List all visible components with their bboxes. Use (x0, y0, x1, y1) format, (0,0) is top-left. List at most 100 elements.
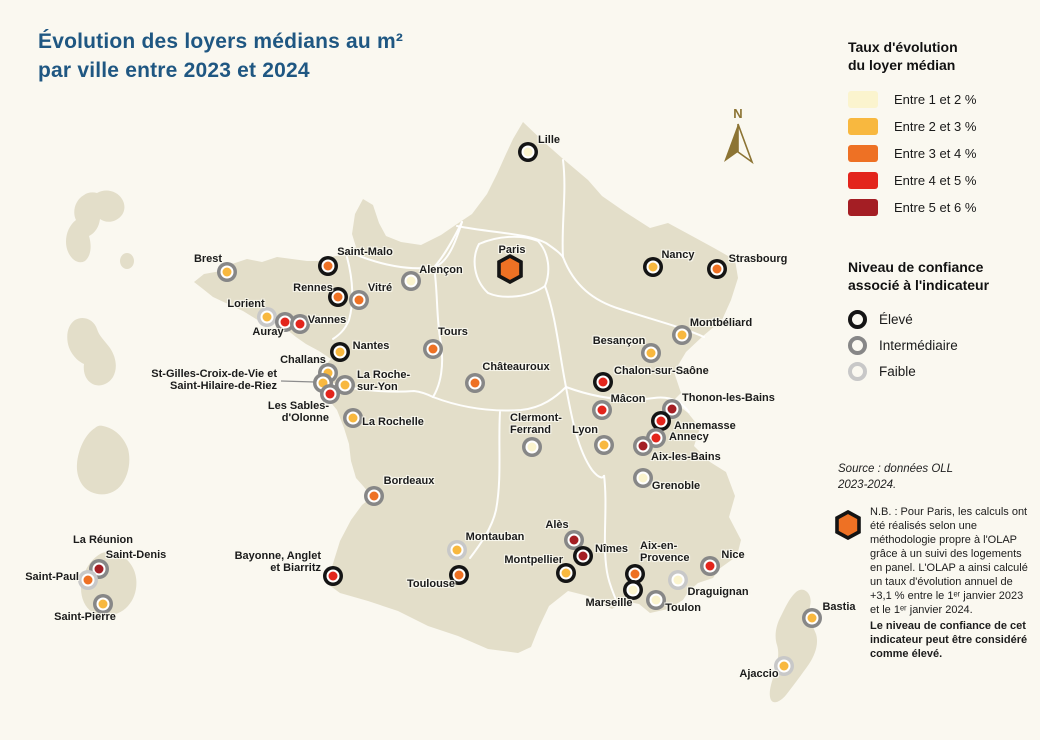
rate-label: Entre 2 et 3 % (894, 119, 977, 135)
guyane-shape (76, 425, 130, 495)
city-marker-st-gilles-croix-de-vie-et-saint-hilaire-de-riez (318, 378, 328, 388)
city-label-rennes: Rennes (293, 282, 333, 294)
title-line2: par ville entre 2023 et 2024 (38, 58, 310, 82)
city-label-draguignan: Draguignan (687, 586, 749, 598)
city-label-paris: Paris (498, 244, 526, 256)
city-label-bastia: Bastia (822, 601, 856, 613)
rate-label: Entre 4 et 5 % (894, 173, 977, 189)
city-marker-toulon (651, 595, 661, 605)
city-label-marseille: Marseille (585, 597, 633, 609)
city-marker-la-roche-sur-yon (340, 380, 350, 390)
island-label-la-reunion: La Réunion (73, 534, 133, 546)
city-marker-nice (705, 561, 715, 571)
legend-rate-items: Entre 1 et 2 % Entre 2 et 3 % Entre 3 et 4… (848, 86, 976, 221)
city-label-annecy: Annecy (669, 431, 709, 443)
city-marker-toulouse (454, 570, 464, 580)
city-label-toulouse: Toulouse (406, 578, 456, 590)
confidence-label: Intermédiaire (879, 337, 958, 353)
city-label-aix-en-provence: Aix-en- Provence (640, 540, 690, 564)
city-marker-besancon (646, 348, 656, 358)
city-marker-ales (569, 535, 579, 545)
rate-label: Entre 1 et 2 % (894, 92, 977, 108)
city-marker-thonon-les-bains (667, 404, 677, 414)
city-label-montbeliard: Montbéliard (689, 317, 753, 329)
city-marker-auray (280, 317, 290, 327)
region-borders (319, 159, 705, 601)
legend-rate-item: Entre 2 et 3 % (848, 113, 976, 140)
city-marker-bordeaux (369, 491, 379, 501)
city-label-bordeaux: Bordeaux (383, 475, 435, 487)
confidence-label: Élevé (879, 311, 913, 327)
legend-confidence: Niveau de confiance associé à l'indicate… (848, 258, 989, 384)
page-title: Évolution des loyers médians au m² par v… (38, 28, 403, 86)
rate-label: Entre 5 et 6 % (894, 200, 977, 216)
city-label-st-gilles-croix-de-vie-et-saint-hilaire-de-riez: St-Gilles-Croix-de-Vie et Saint-Hilaire-… (151, 368, 277, 392)
city-marker-annemasse (656, 416, 666, 426)
legend-rate-title: Taux d'évolution du loyer médian (848, 39, 958, 74)
note-emphasis: Le niveau de confiance de cet indicateur… (870, 619, 1028, 660)
legend-rate-item: Entre 5 et 6 % (848, 194, 976, 221)
city-label-nantes: Nantes (352, 340, 390, 352)
city-label-vitre: Vitré (367, 282, 393, 294)
city-label-brest: Brest (193, 253, 223, 265)
city-label-clermont-ferrand: Clermont- Ferrand (510, 412, 562, 436)
legend-confidence-items: Élevé Intermédiaire Faible (848, 306, 989, 384)
city-marker-saint-denis (94, 564, 104, 574)
city-marker-lyon (599, 440, 609, 450)
city-marker-draguignan (673, 575, 683, 585)
city-marker-nantes (335, 347, 345, 357)
city-marker-aix-en-provence (630, 569, 640, 579)
rate-swatch-3-4 (848, 145, 878, 163)
city-marker-saint-malo (323, 261, 333, 271)
city-marker-nancy (648, 262, 658, 272)
city-marker-saint-pierre (98, 599, 108, 609)
city-label-lorient: Lorient (227, 298, 265, 310)
city-label-la-rochelle: La Rochelle (362, 416, 424, 428)
city-marker-montbeliard (677, 330, 687, 340)
city-label-saint-malo: Saint-Malo (337, 246, 393, 258)
north-arrow-icon (724, 123, 754, 165)
city-label-ales: Alès (545, 519, 569, 531)
city-marker-challans (323, 368, 333, 378)
rate-swatch-5-6 (848, 199, 878, 217)
city-label-saint-denis: Saint-Denis (105, 549, 167, 561)
title-line1: Évolution des loyers médians au m² (38, 30, 404, 53)
city-label-alencon: Alençon (419, 264, 463, 276)
legend-confidence-item: Intermédiaire (848, 332, 989, 358)
city-label-grenoble: Grenoble (651, 480, 701, 492)
city-label-aix-les-bains: Aix-les-Bains (651, 451, 721, 463)
city-marker-chateauroux (470, 378, 480, 388)
city-label-montauban: Montauban (465, 531, 525, 543)
confidence-ring-eleve (848, 309, 867, 329)
rate-swatch-1-2 (848, 91, 878, 109)
city-marker-rennes (333, 292, 343, 302)
legend-confidence-title: Niveau de confiance associé à l'indicate… (848, 259, 990, 294)
city-label-montpellier: Montpellier (504, 554, 563, 566)
city-label-les-sables-d-olonne: Les Sables- d'Olonne (267, 400, 329, 424)
city-marker-montpellier (561, 568, 571, 578)
city-marker-macon (597, 405, 607, 415)
city-marker-les-sables-d-olonne (325, 389, 335, 399)
city-marker-vannes (295, 319, 305, 329)
paris-hexagon-icon (835, 510, 861, 540)
confidence-ring-intermediaire (848, 335, 867, 355)
compass-north-arrow: N (714, 106, 762, 168)
city-label-la-roche-sur-yon: La Roche- sur-Yon (357, 369, 411, 393)
city-label-chateauroux: Châteauroux (482, 361, 550, 373)
city-label-ajaccio: Ajaccio (739, 668, 779, 680)
legend-rate: Taux d'évolution du loyer médian Entre 1… (848, 38, 976, 221)
city-label-vannes: Vannes (307, 314, 347, 326)
city-marker-nimes (578, 551, 588, 561)
city-marker-grenoble (638, 473, 648, 483)
city-marker-lorient (262, 312, 272, 322)
source-note: Source : données OLL 2023-2024. (838, 463, 954, 491)
legend-rate-item: Entre 4 et 5 % (848, 167, 976, 194)
city-marker-brest (222, 267, 232, 277)
city-label-lille: Lille (537, 134, 561, 146)
city-label-chalon-sur-saone: Chalon-sur-Saône (614, 365, 709, 377)
legend-confidence-item: Élevé (848, 306, 989, 332)
city-label-toulon: Toulon (665, 602, 701, 614)
city-marker-vitre (354, 295, 364, 305)
